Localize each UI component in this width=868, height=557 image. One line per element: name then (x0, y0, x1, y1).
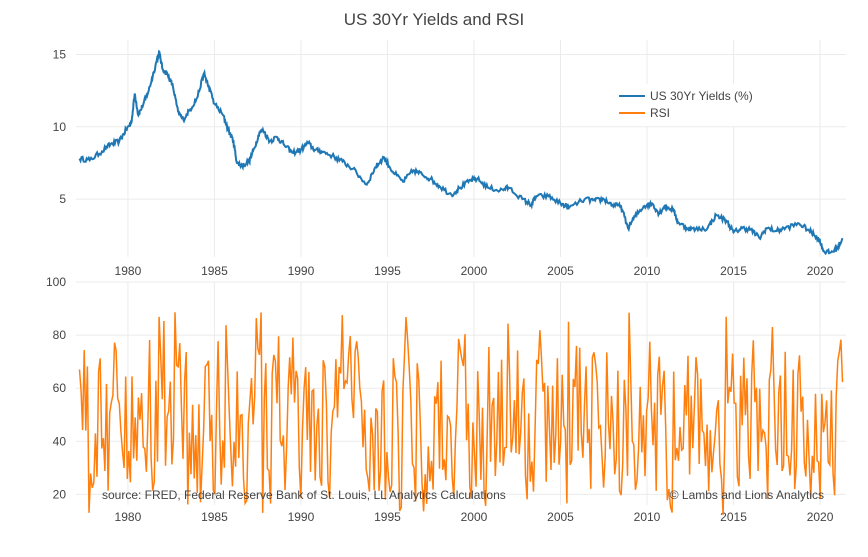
credit-annotation: © Lambs and Lions Analytics (670, 488, 824, 502)
legend-label-yields: US 30Yr Yields (%) (650, 89, 753, 103)
chart-title: US 30Yr Yields and RSI (344, 10, 524, 29)
rsi-y-tick-label: 80 (53, 328, 67, 342)
rsi-x-tick-label: 2010 (634, 510, 661, 524)
yields-x-tick-label: 1995 (374, 264, 401, 278)
rsi-x-tick-label: 1980 (115, 510, 142, 524)
yields-x-tick-label: 1990 (288, 264, 315, 278)
rsi-y-tick-label: 20 (53, 487, 67, 501)
yields-x-tick-label: 1980 (115, 264, 142, 278)
yields-y-tick-label: 10 (53, 120, 67, 134)
source-annotation: source: FRED, Federal Reserve Bank of St… (102, 488, 506, 502)
yields-y-ticks: 5 10 15 (53, 47, 67, 206)
rsi-y-tick-label: 40 (53, 434, 67, 448)
legend-label-rsi: RSI (650, 106, 670, 120)
rsi-x-ticks: 1980 1985 1990 1995 2000 2005 2010 2015 2020 (115, 510, 834, 524)
yields-gridlines (76, 40, 846, 257)
rsi-y-tick-label: 100 (46, 275, 66, 289)
yields-x-tick-label: 1985 (201, 264, 228, 278)
yields-x-tick-label: 2000 (461, 264, 488, 278)
yields-x-ticks: 1980 1985 1990 1995 2000 2005 2010 2015 2020 (115, 264, 834, 278)
yields-x-tick-label: 2010 (634, 264, 661, 278)
legend: US 30Yr Yields (%) RSI (612, 84, 760, 126)
rsi-x-tick-label: 2005 (547, 510, 574, 524)
yields-y-tick-label: 5 (59, 192, 66, 206)
rsi-x-tick-label: 1985 (201, 510, 228, 524)
rsi-x-tick-label: 1995 (374, 510, 401, 524)
yields-x-tick-label: 2020 (807, 264, 834, 278)
yields-x-tick-label: 2015 (720, 264, 747, 278)
rsi-y-tick-label: 60 (53, 381, 67, 395)
rsi-series-line (78, 312, 844, 515)
yield-series-line (78, 49, 844, 256)
yields-x-tick-label: 2005 (547, 264, 574, 278)
legend-box (612, 84, 760, 126)
rsi-subplot: 20 40 60 80 100 1980 1985 1990 1995 2000 2005 2010… (46, 275, 846, 524)
yields-subplot: 5 10 15 1980 1985 1990 1995 2000 2005 2010 2015 20… (53, 40, 846, 278)
rsi-x-tick-label: 2000 (461, 510, 488, 524)
rsi-x-tick-label: 2015 (720, 510, 747, 524)
yields-y-tick-label: 15 (53, 47, 67, 61)
rsi-y-ticks: 20 40 60 80 100 (46, 275, 66, 501)
rsi-x-tick-label: 2020 (807, 510, 834, 524)
rsi-x-tick-label: 1990 (288, 510, 315, 524)
